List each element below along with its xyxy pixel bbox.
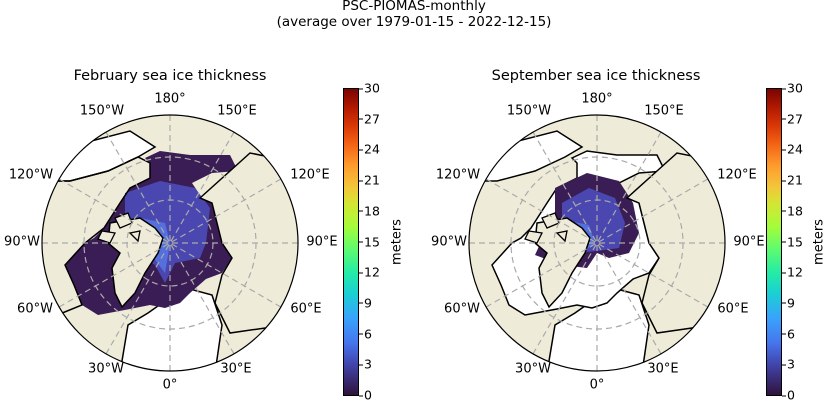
lon-label-120e: 120°E [290, 167, 330, 183]
colorbar-tick-label: 12 [782, 264, 803, 280]
colorbar-tick-label: 0 [359, 387, 372, 403]
colorbar-tick-label: 15 [359, 234, 380, 249]
colorbar-tick-label: 21 [359, 172, 380, 188]
colorbar-tick-label: 6 [359, 326, 372, 342]
colorbar-tick-label: 3 [359, 356, 372, 372]
lon-label-60w: 60°W [444, 301, 480, 317]
lon-label-90e: 90°E [306, 234, 338, 250]
lon-label-60e: 60°E [717, 301, 749, 317]
map-boundary [41, 114, 299, 372]
colorbar-tick-label: 3 [782, 356, 795, 372]
lon-label-30w: 30°W [88, 361, 124, 377]
colorbar-tick-label: 12 [359, 264, 380, 280]
colorbar-tick-label: 18 [359, 203, 380, 219]
figure-subtitle: (average over 1979-01-15 - 2022-12-15) [276, 14, 552, 30]
lon-label-180: 180° [581, 91, 613, 107]
colorbar-tick-label: 30 [782, 80, 803, 96]
graticule [42, 115, 298, 371]
lon-label-180: 180° [154, 91, 186, 107]
colorbar-tick-label: 21 [782, 172, 803, 188]
lon-label-90w: 90°W [431, 234, 467, 250]
colorbar-february [343, 88, 359, 396]
colorbar-tick-label: 24 [782, 141, 803, 157]
graticule [469, 115, 725, 371]
september-polar-map [468, 114, 726, 372]
lon-label-0: 0° [589, 377, 605, 393]
colorbar-tick-label: 18 [782, 203, 803, 219]
panel-title-february: February sea ice thickness [73, 68, 267, 84]
colorbar-tick-label: 9 [782, 295, 795, 311]
lon-label-120e: 120°E [717, 167, 757, 183]
lon-label-150w: 150°W [79, 103, 125, 119]
map-boundary [468, 114, 726, 372]
lon-label-150e: 150°E [644, 103, 684, 119]
lon-label-30e: 30°E [220, 361, 252, 377]
colorbar-tick-label: 27 [782, 111, 803, 127]
figure-title: PSC-PIOMAS-monthly [342, 0, 486, 14]
colorbar-tick-label: 15 [782, 234, 803, 249]
north-america-coast [42, 156, 151, 319]
lon-label-30w: 30°W [515, 361, 551, 377]
lon-label-90e: 90°E [733, 234, 765, 250]
greenland [534, 217, 591, 309]
colorbar-label: meters [389, 219, 405, 265]
lon-label-60w: 60°W [17, 301, 53, 317]
colorbar-september [766, 88, 782, 396]
colorbar-tick-label: 6 [782, 326, 795, 342]
panel-title-september: September sea ice thickness [491, 68, 701, 84]
lon-label-150e: 150°E [217, 103, 257, 119]
lon-label-60e: 60°E [290, 301, 322, 317]
lon-label-30e: 30°E [647, 361, 679, 377]
eurasia-coast [625, 152, 725, 334]
lon-label-90w: 90°W [4, 234, 40, 250]
colorbar-tick-label: 24 [359, 141, 380, 157]
lon-label-0: 0° [162, 377, 178, 393]
colorbar-tick-label: 9 [359, 295, 372, 311]
lon-label-120w: 120°W [8, 167, 54, 183]
colorbar-tick-label: 27 [359, 111, 380, 127]
eurasia-coast [198, 152, 298, 334]
colorbar-tick-label: 0 [782, 387, 795, 403]
colorbar-tick-label: 30 [359, 80, 380, 96]
greenland [107, 217, 164, 309]
lon-label-150w: 150°W [506, 103, 552, 119]
february-polar-map [41, 114, 299, 372]
lon-label-120w: 120°W [435, 167, 481, 183]
colorbar-label: meters [811, 219, 827, 265]
